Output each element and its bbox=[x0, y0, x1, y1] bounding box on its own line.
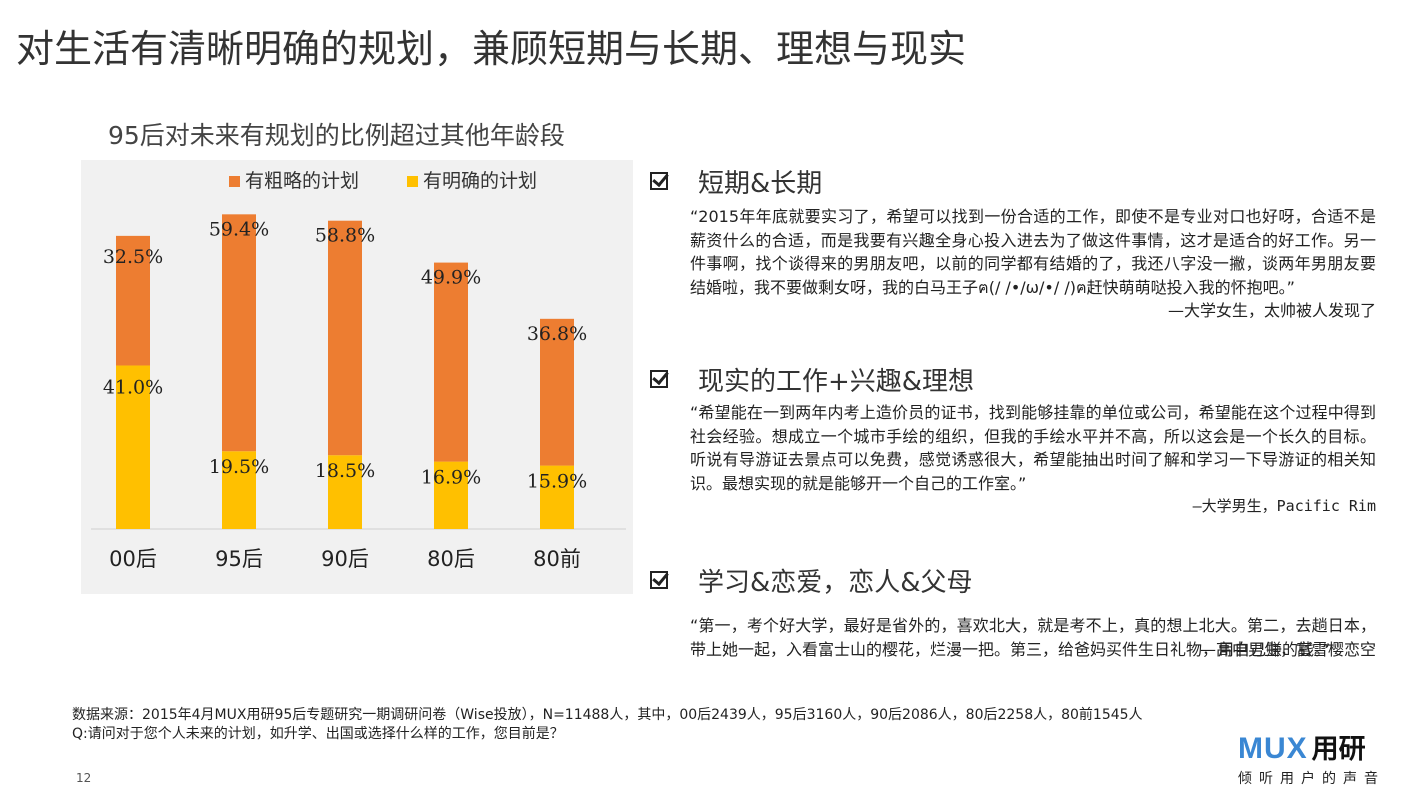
question-line: Q:请问对于您个人未来的计划，如升学、出国或选择什么样的工作，您目前是？ bbox=[72, 726, 564, 742]
bar-segment-rough-plan bbox=[434, 262, 468, 462]
bar-segment-clear-plan bbox=[540, 465, 574, 529]
checkbox-checked-icon bbox=[650, 172, 668, 190]
bar-segment-rough-plan bbox=[222, 214, 256, 452]
legend-swatch bbox=[229, 176, 240, 187]
bar-segment-clear-plan bbox=[222, 451, 256, 529]
mux-logo: MUX 用研 倾听用户的声音 bbox=[1238, 727, 1398, 787]
source-line: 数据来源：2015年4月MUX用研95后专题研究一期调研问卷（Wise投放），N… bbox=[72, 707, 1143, 723]
x-tick-label: 80后 bbox=[427, 547, 475, 571]
x-tick-label: 00后 bbox=[109, 547, 157, 571]
x-tick-label: 80前 bbox=[533, 547, 581, 571]
data-label: 58.8% bbox=[315, 225, 375, 247]
data-label: 36.8% bbox=[527, 323, 587, 345]
data-label: 49.9% bbox=[421, 267, 481, 289]
section-short-long-term: 短期&长期 “2015年年底就要实习了，希望可以找到一份合适的工作，即使不是专业… bbox=[650, 163, 1380, 323]
section-study-love-parents: 学习&恋爱，恋人&父母 “第一，考个好大学，最好是省外的，喜欢北大，就是考不上，… bbox=[650, 562, 1380, 661]
checkbox-checked-icon bbox=[650, 571, 668, 589]
checkbox-checked-icon bbox=[650, 370, 668, 388]
x-tick-label: 90后 bbox=[321, 547, 369, 571]
bar-segment-rough-plan bbox=[540, 318, 574, 466]
bar-segment-clear-plan bbox=[116, 365, 150, 529]
x-tick-label: 95后 bbox=[215, 547, 263, 571]
page-number: 12 bbox=[76, 771, 92, 785]
data-label: 19.5% bbox=[209, 456, 269, 478]
chart-panel: 有粗略的计划 有明确的计划 41.0% 32.5% 00后 19.5% 59.4% 95后 18… bbox=[81, 160, 633, 594]
data-label: 59.4% bbox=[209, 218, 269, 240]
logo-mark: MUX bbox=[1238, 732, 1308, 765]
section-title: 现实的工作+兴趣&理想 bbox=[698, 366, 975, 397]
quote-author: —大学女生，太帅被人发现了 bbox=[1167, 301, 1376, 320]
legend-swatch bbox=[407, 176, 418, 187]
bar-segment-rough-plan bbox=[116, 235, 150, 366]
quote: “2015年年底就要实习了，希望可以找到一份合适的工作，即使不是专业对口也好呀，… bbox=[690, 205, 1376, 323]
chart-title: 95后对未来有规划的比例超过其他年龄段 bbox=[108, 121, 565, 150]
section-work-interest-ideal: 现实的工作+兴趣&理想 “希望能在一到两年内考上造价员的证书，找到能够挂靠的单位… bbox=[650, 361, 1380, 519]
quote-author: —大学男生，Pacific Rim bbox=[1192, 497, 1376, 515]
data-source-note: 数据来源：2015年4月MUX用研95后专题研究一期调研问卷（Wise投放），N… bbox=[72, 706, 1252, 744]
data-label: 15.9% bbox=[527, 471, 587, 493]
quote-text: “2015年年底就要实习了，希望可以找到一份合适的工作，即使不是专业对口也好呀，… bbox=[690, 207, 1376, 297]
data-label: 16.9% bbox=[421, 467, 481, 489]
quote: “第一，考个好大学，最好是省外的，喜欢北大，就是考不上，真的想上北大。第二，去趟… bbox=[690, 614, 1376, 661]
quote-text: “希望能在一到两年内考上造价员的证书，找到能够挂靠的单位或公司，希望能在这个过程… bbox=[690, 403, 1376, 493]
quote-text: “第一，考个好大学，最好是省外的，喜欢北大，就是考不上，真的想上北大。第二，去趟… bbox=[690, 616, 1376, 659]
page-title: 对生活有清晰明确的规划，兼顾短期与长期、理想与现实 bbox=[16, 27, 967, 71]
section-title: 短期&长期 bbox=[698, 168, 823, 199]
bar-segment-rough-plan bbox=[328, 220, 362, 456]
section-title: 学习&恋爱，恋人&父母 bbox=[698, 567, 973, 598]
data-label: 18.5% bbox=[315, 460, 375, 482]
bar-segment-clear-plan bbox=[328, 455, 362, 529]
quote: “希望能在一到两年内考上造价员的证书，找到能够挂靠的单位或公司，希望能在这个过程… bbox=[690, 401, 1376, 519]
stacked-bar-chart: 有粗略的计划 有明确的计划 41.0% 32.5% 00后 19.5% 59.4% 95后 18… bbox=[91, 170, 626, 571]
data-label: 32.5% bbox=[103, 246, 163, 268]
logo-name: 用研 bbox=[1311, 734, 1366, 765]
data-label: 41.0% bbox=[103, 376, 163, 398]
quote-author: —高中男生，富雪樱恋空 bbox=[1199, 639, 1376, 659]
legend-label: 有明确的计划 bbox=[423, 170, 537, 192]
legend-label: 有粗略的计划 bbox=[245, 170, 359, 192]
bar-segment-clear-plan bbox=[434, 461, 468, 529]
logo-tagline: 倾听用户的声音 bbox=[1238, 771, 1385, 787]
